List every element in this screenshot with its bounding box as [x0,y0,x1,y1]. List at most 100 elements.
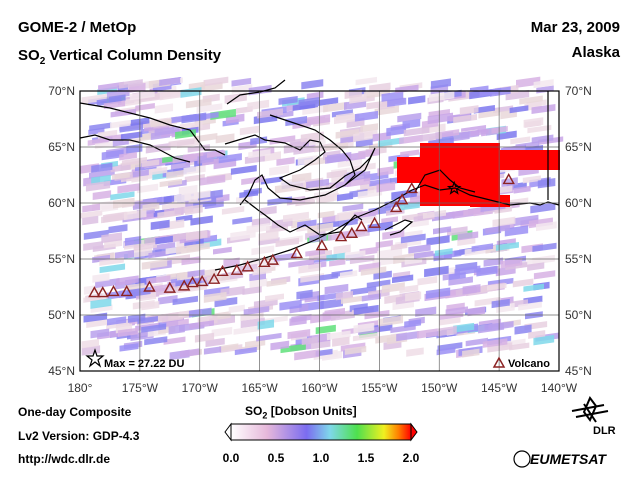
so2-tile [378,137,404,147]
so2-tile [533,270,556,280]
so2-tile [522,175,541,184]
so2-tile [287,329,311,340]
so2-tile [89,122,112,132]
so2-tile [527,262,545,271]
so2-tile [485,224,510,234]
so2-tile [374,105,400,116]
so2-tile [245,339,266,349]
lat-label-right: 55°N [565,252,592,266]
volcano-icon [163,281,177,293]
so2-tile [300,273,325,283]
colorbar-tick-label: 2.0 [402,451,420,465]
so2-tile [123,209,147,221]
so2-tile [155,235,173,245]
so2-tile [408,243,431,254]
so2-tile [400,233,426,244]
so2-tile [199,174,226,186]
colorbar-low-arrow [224,422,232,442]
so2-tile [533,334,555,346]
volcano-icon [186,276,199,288]
so2-tile [234,346,257,356]
so2-tile [258,237,280,246]
so2-tile [491,298,510,309]
so2-tile [317,210,335,219]
so2-tile [99,257,124,266]
so2-tile [150,219,170,231]
so2-tile [213,246,232,255]
so2-tile [120,131,143,141]
lat-label-left: 70°N [48,84,75,98]
so2-tile [82,215,99,226]
so2-tile [537,178,556,189]
so2-tile [126,143,143,154]
so2-tile [168,138,195,148]
so2-tile [162,201,188,211]
so2-tile [320,298,343,310]
so2-tile [305,248,326,257]
so2-tile [228,304,245,314]
url-link[interactable]: http://wdc.dlr.de [18,452,110,466]
so2-tile [439,317,461,326]
so2-tile [323,101,348,113]
so2-tile [492,216,516,227]
so2-tile [117,327,139,338]
so2-tile [98,81,124,92]
so2-tile [252,266,272,276]
so2-tile [257,108,283,119]
so2-tile [344,345,367,355]
so2-tile [408,95,426,105]
so2-tile [358,148,380,159]
so2-tile [92,190,112,201]
so2-tile [190,215,213,226]
version-label: Lv2 Version: GDP-4.3 [18,429,140,443]
so2-tile [465,337,489,347]
so2-tile [101,232,122,244]
so2-tile [183,164,206,175]
colorbar-gradient [230,423,412,441]
so2-tile [266,278,287,287]
so2-tile [504,225,529,237]
so2-tile [342,203,364,212]
so2-tile [483,257,503,267]
so2-tile [298,96,320,107]
lat-label-right: 70°N [565,84,592,98]
so2-tile [482,338,508,348]
so2-tile [230,165,257,175]
so2-tile [87,137,109,146]
so2-tile [406,347,424,357]
so2-tile [344,89,362,99]
so2-tile [306,114,331,126]
so2-tile [518,301,542,311]
so2-tile [326,330,351,341]
so2-tile [531,104,556,115]
so2-tile [422,209,447,219]
so2-tile [154,103,174,114]
so2-tile [219,343,239,352]
so2-tile [392,274,414,284]
so2-tile [231,77,252,87]
instrument-title: GOME-2 / MetOp [18,19,137,36]
so2-tile [336,112,354,121]
so2-tile [183,152,204,161]
colorbar-title-suffix: [Dobson Units] [267,404,357,418]
so2-tile [445,306,468,316]
so2-tile [136,183,159,194]
so2-tile [448,276,473,286]
so2-tile [278,95,298,106]
so2-tile [81,93,107,105]
so2-tile [454,265,481,276]
so2-tile [118,79,143,89]
so2-tile [285,116,308,127]
so2-tile [361,293,381,302]
so2-tile [274,252,297,262]
lon-label: 165°W [241,381,278,395]
so2-tile [269,165,290,176]
so2-tile [187,144,210,153]
so2-tile [269,135,296,145]
so2-tile [509,342,530,351]
so2-plume [397,143,560,207]
so2-tile [185,98,212,109]
so2-tile [473,105,495,114]
colorbar-title-subscript: 2 [262,410,268,421]
volcano-legend-icon [492,356,506,368]
